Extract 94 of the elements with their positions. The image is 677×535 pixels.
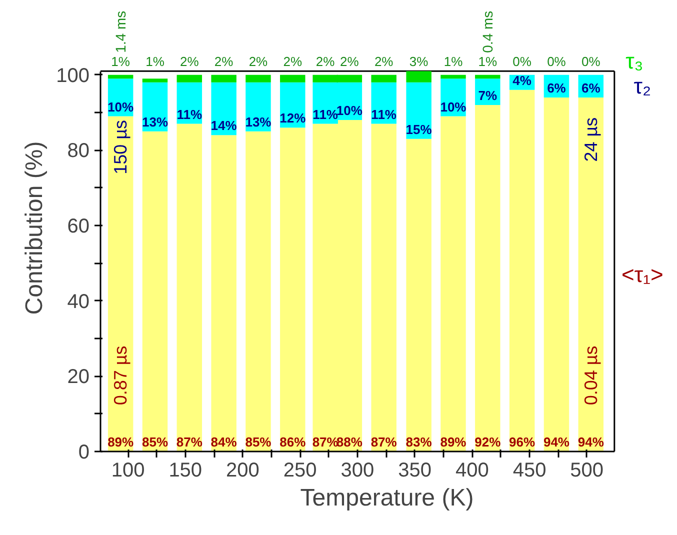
bar: [246, 82, 271, 132]
bar: [280, 128, 306, 452]
bar: [246, 74, 271, 82]
bar: [211, 74, 236, 82]
data-label: 92%: [474, 434, 502, 450]
series-label: τ₂: [634, 74, 652, 99]
y-tick-label: 40: [67, 290, 90, 313]
bar: [406, 138, 432, 452]
data-label: 0%: [512, 54, 532, 70]
data-label: 2%: [283, 54, 302, 70]
data-label: 1%: [444, 54, 464, 70]
data-label: 12%: [280, 110, 306, 126]
annotation: 0.4 ms: [480, 10, 496, 53]
bar: [440, 74, 466, 79]
y-tick-label: 0: [78, 442, 90, 464]
data-label: 11%: [371, 106, 397, 122]
data-label: 11%: [176, 106, 202, 122]
bar: [211, 82, 236, 136]
data-label: 86%: [280, 434, 306, 450]
y-tick-label: 20: [67, 366, 90, 388]
data-label: 11%: [312, 106, 338, 122]
data-label: 7%: [478, 88, 498, 103]
series-label: <τ₁>: [621, 262, 664, 287]
data-label: 88%: [336, 434, 363, 450]
data-label: 84%: [210, 434, 238, 450]
bar: [246, 131, 271, 452]
x-tick-label: 500: [570, 460, 604, 482]
bar: [578, 97, 604, 452]
bar: [280, 74, 306, 82]
x-tick-label: 100: [111, 460, 145, 482]
bar: [142, 131, 168, 452]
data-label: 2%: [248, 54, 268, 70]
data-label: 85%: [245, 434, 272, 450]
data-label: 96%: [509, 434, 536, 450]
y-tick-label: 60: [67, 216, 90, 238]
text: τ₃: [626, 48, 644, 74]
annotation: 1.4 ms: [112, 10, 129, 53]
data-label: 2%: [214, 54, 234, 70]
data-label: 85%: [142, 434, 168, 450]
annotation: 0.04 µs: [580, 346, 601, 406]
annotation: 0.87 µs: [110, 346, 131, 406]
x-tick-label: 150: [168, 460, 202, 482]
data-label: 13%: [245, 114, 272, 130]
bar: [475, 104, 500, 452]
data-label: 15%: [406, 122, 432, 137]
data-label: 3%: [409, 54, 429, 70]
bar: [371, 74, 396, 82]
data-label: 0%: [547, 54, 566, 70]
bar: [371, 124, 396, 452]
data-label: 89%: [440, 434, 467, 450]
bar: [544, 97, 570, 452]
data-label: 87%: [370, 434, 398, 450]
bar: [108, 74, 134, 79]
data-label: 89%: [108, 434, 134, 450]
data-label: 10%: [440, 99, 467, 114]
data-label: 87%: [176, 434, 203, 450]
data-label: 2%: [374, 54, 394, 70]
bar: [475, 74, 500, 79]
data-label: 2%: [340, 54, 360, 70]
data-label: 14%: [210, 118, 238, 134]
data-label: 2%: [180, 54, 200, 70]
data-label: 6%: [547, 80, 566, 96]
bar: [406, 71, 432, 82]
bar: [108, 116, 134, 452]
x-tick-label: 350: [398, 460, 432, 482]
x-tick-label: 400: [455, 460, 489, 482]
bar: [406, 82, 432, 139]
data-label: 2%: [316, 54, 336, 70]
bar: [176, 124, 202, 452]
data-label: 83%: [406, 434, 432, 450]
bar: [211, 135, 236, 452]
bar: [509, 90, 535, 452]
x-axis-title: Temperature (K): [300, 484, 474, 512]
x-tick-label: 250: [283, 460, 317, 482]
data-label: 4%: [512, 72, 532, 88]
y-tick-label: 100: [56, 64, 90, 87]
data-label: 6%: [581, 80, 601, 96]
data-label: 0%: [581, 54, 601, 70]
annotation: 150 µs: [110, 120, 131, 174]
y-tick-label: 80: [67, 140, 90, 162]
data-label: 1%: [111, 54, 130, 70]
data-label: 1%: [478, 54, 498, 70]
y-axis-title: Contribution (%): [21, 141, 48, 315]
bar: [142, 78, 168, 82]
x-tick-label: 300: [340, 460, 374, 482]
data-label: 94%: [543, 434, 570, 450]
data-label: 1%: [146, 54, 165, 70]
x-tick-label: 450: [512, 460, 546, 482]
x-tick-label: 200: [226, 460, 260, 482]
data-label: 94%: [578, 434, 604, 450]
bar: [440, 116, 466, 452]
data-label: 87%: [312, 434, 339, 450]
annotation: 24 µs: [580, 117, 601, 162]
bar: [176, 74, 202, 82]
